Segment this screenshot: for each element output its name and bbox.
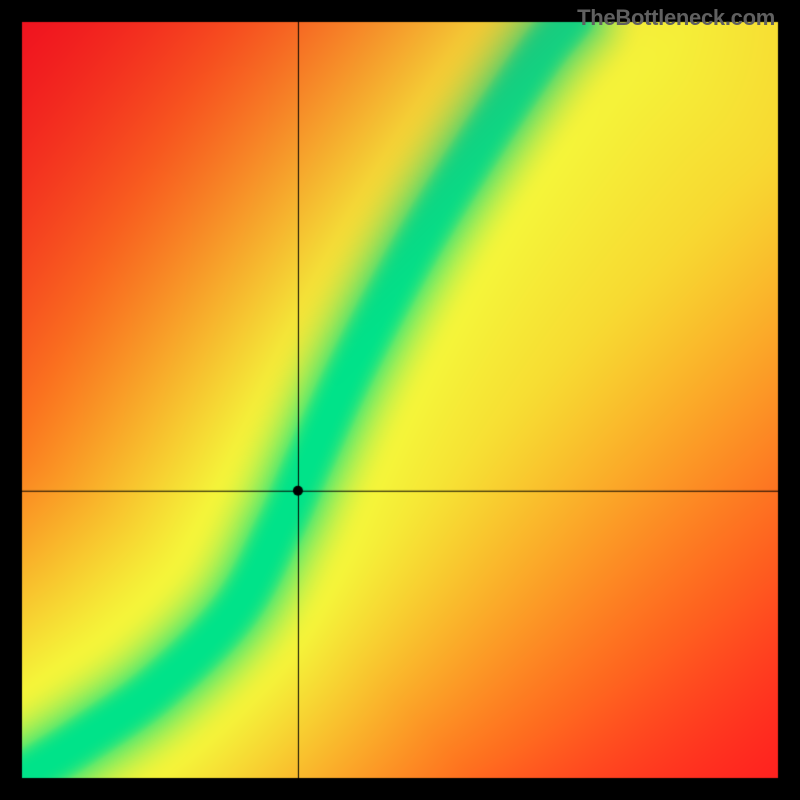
watermark-text: TheBottleneck.com bbox=[577, 5, 775, 31]
bottleneck-heatmap-canvas bbox=[0, 0, 800, 800]
chart-container: TheBottleneck.com bbox=[0, 0, 800, 800]
